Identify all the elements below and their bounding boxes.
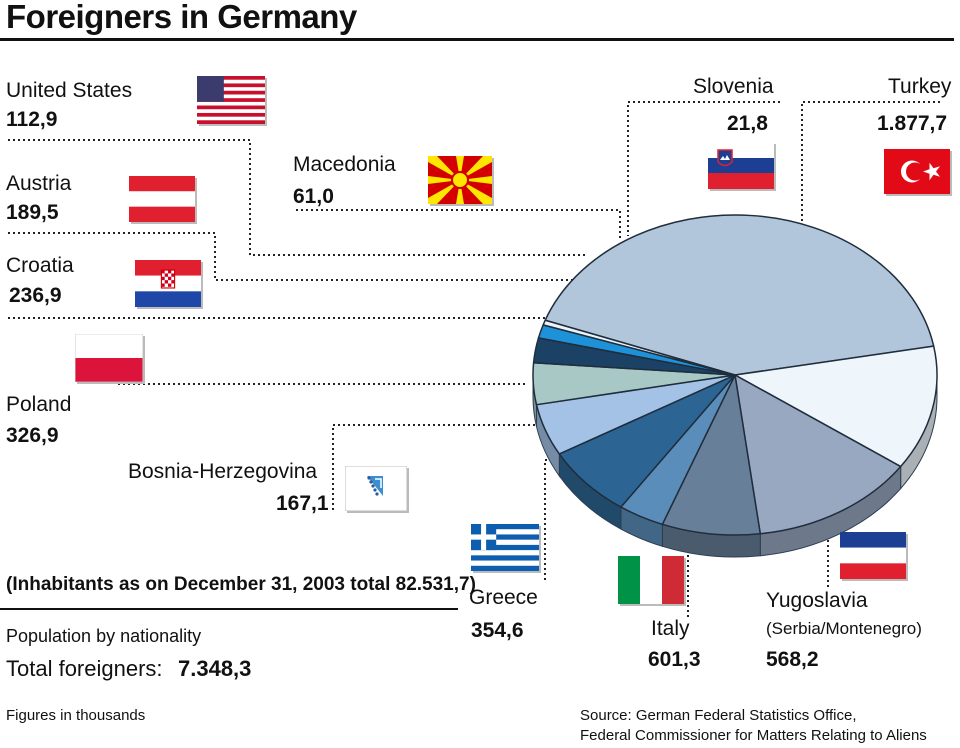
value-poland: 326,9 (6, 424, 59, 447)
value-austria: 189,5 (6, 201, 59, 224)
total-foreigners-label: Total foreigners: (6, 656, 163, 681)
label-italy: Italy (651, 617, 690, 640)
leader-bosnia (332, 424, 556, 510)
value-greece: 354,6 (471, 619, 524, 642)
label-macedonia: Macedonia (293, 153, 396, 176)
title-divider (0, 38, 954, 41)
label-greece: Greece (469, 586, 538, 609)
label-poland: Poland (6, 393, 72, 416)
pie-slice-slovenia (542, 319, 736, 376)
greece-flag-icon (471, 524, 539, 571)
pie-slice-italy (734, 374, 902, 535)
source-line-1: Source: German Federal Statistics Office… (580, 707, 857, 724)
leader-slovenia (627, 101, 780, 236)
pie-slice-greece (661, 374, 762, 536)
pie-slice-turkey (544, 214, 935, 376)
total-foreigners-value: 7.348,3 (178, 656, 252, 681)
leader-united-states (8, 139, 587, 256)
leader-turkey (801, 101, 940, 235)
croatia-flag-icon (135, 260, 201, 307)
label-austria: Austria (6, 172, 72, 195)
poland-flag-icon (75, 334, 143, 382)
italy-flag-icon (618, 556, 684, 604)
bosnia-flag-icon (345, 466, 407, 511)
value-united-states: 112,9 (6, 108, 58, 131)
label-croatia: Croatia (6, 254, 74, 277)
label-yugoslavia: Yugoslavia (766, 589, 868, 612)
value-croatia: 236,9 (9, 284, 62, 307)
value-macedonia: 61,0 (293, 185, 334, 208)
value-yugoslavia: 568,2 (766, 648, 819, 671)
source-line-2: Federal Commissioner for Matters Relatin… (580, 727, 927, 744)
macedonia-flag-icon (428, 156, 492, 204)
slovenia-flag-icon (708, 142, 774, 189)
value-slovenia: 21,8 (727, 112, 768, 135)
leader-austria (8, 232, 577, 281)
notes-divider (0, 608, 458, 610)
label-turkey: Turkey (888, 75, 952, 98)
units-note: Figures in thousands (6, 707, 146, 724)
label-bosnia: Bosnia-Herzegovina (128, 460, 318, 483)
value-turkey: 1.877,7 (877, 112, 948, 135)
label-slovenia: Slovenia (693, 75, 774, 98)
label-united-states: United States (6, 79, 133, 102)
page-title: Foreigners in Germany (6, 0, 357, 35)
yugoslavia-flag-icon (840, 532, 906, 579)
value-italy: 601,3 (648, 648, 701, 671)
us-flag-icon (197, 76, 265, 124)
pie-slices (532, 214, 938, 536)
label-yugoslavia-sub: (Serbia/Montenegro) (766, 619, 922, 638)
value-bosnia: 167,1 (276, 492, 329, 515)
pie-slice-yugoslavia-serbia-montenegro (734, 345, 938, 468)
turkey-flag-icon (884, 149, 950, 194)
austria-flag-icon (129, 176, 195, 222)
population-note: Population by nationality (6, 626, 202, 646)
inhabitants-note: (Inhabitants as on December 31, 2003 tot… (6, 574, 476, 595)
